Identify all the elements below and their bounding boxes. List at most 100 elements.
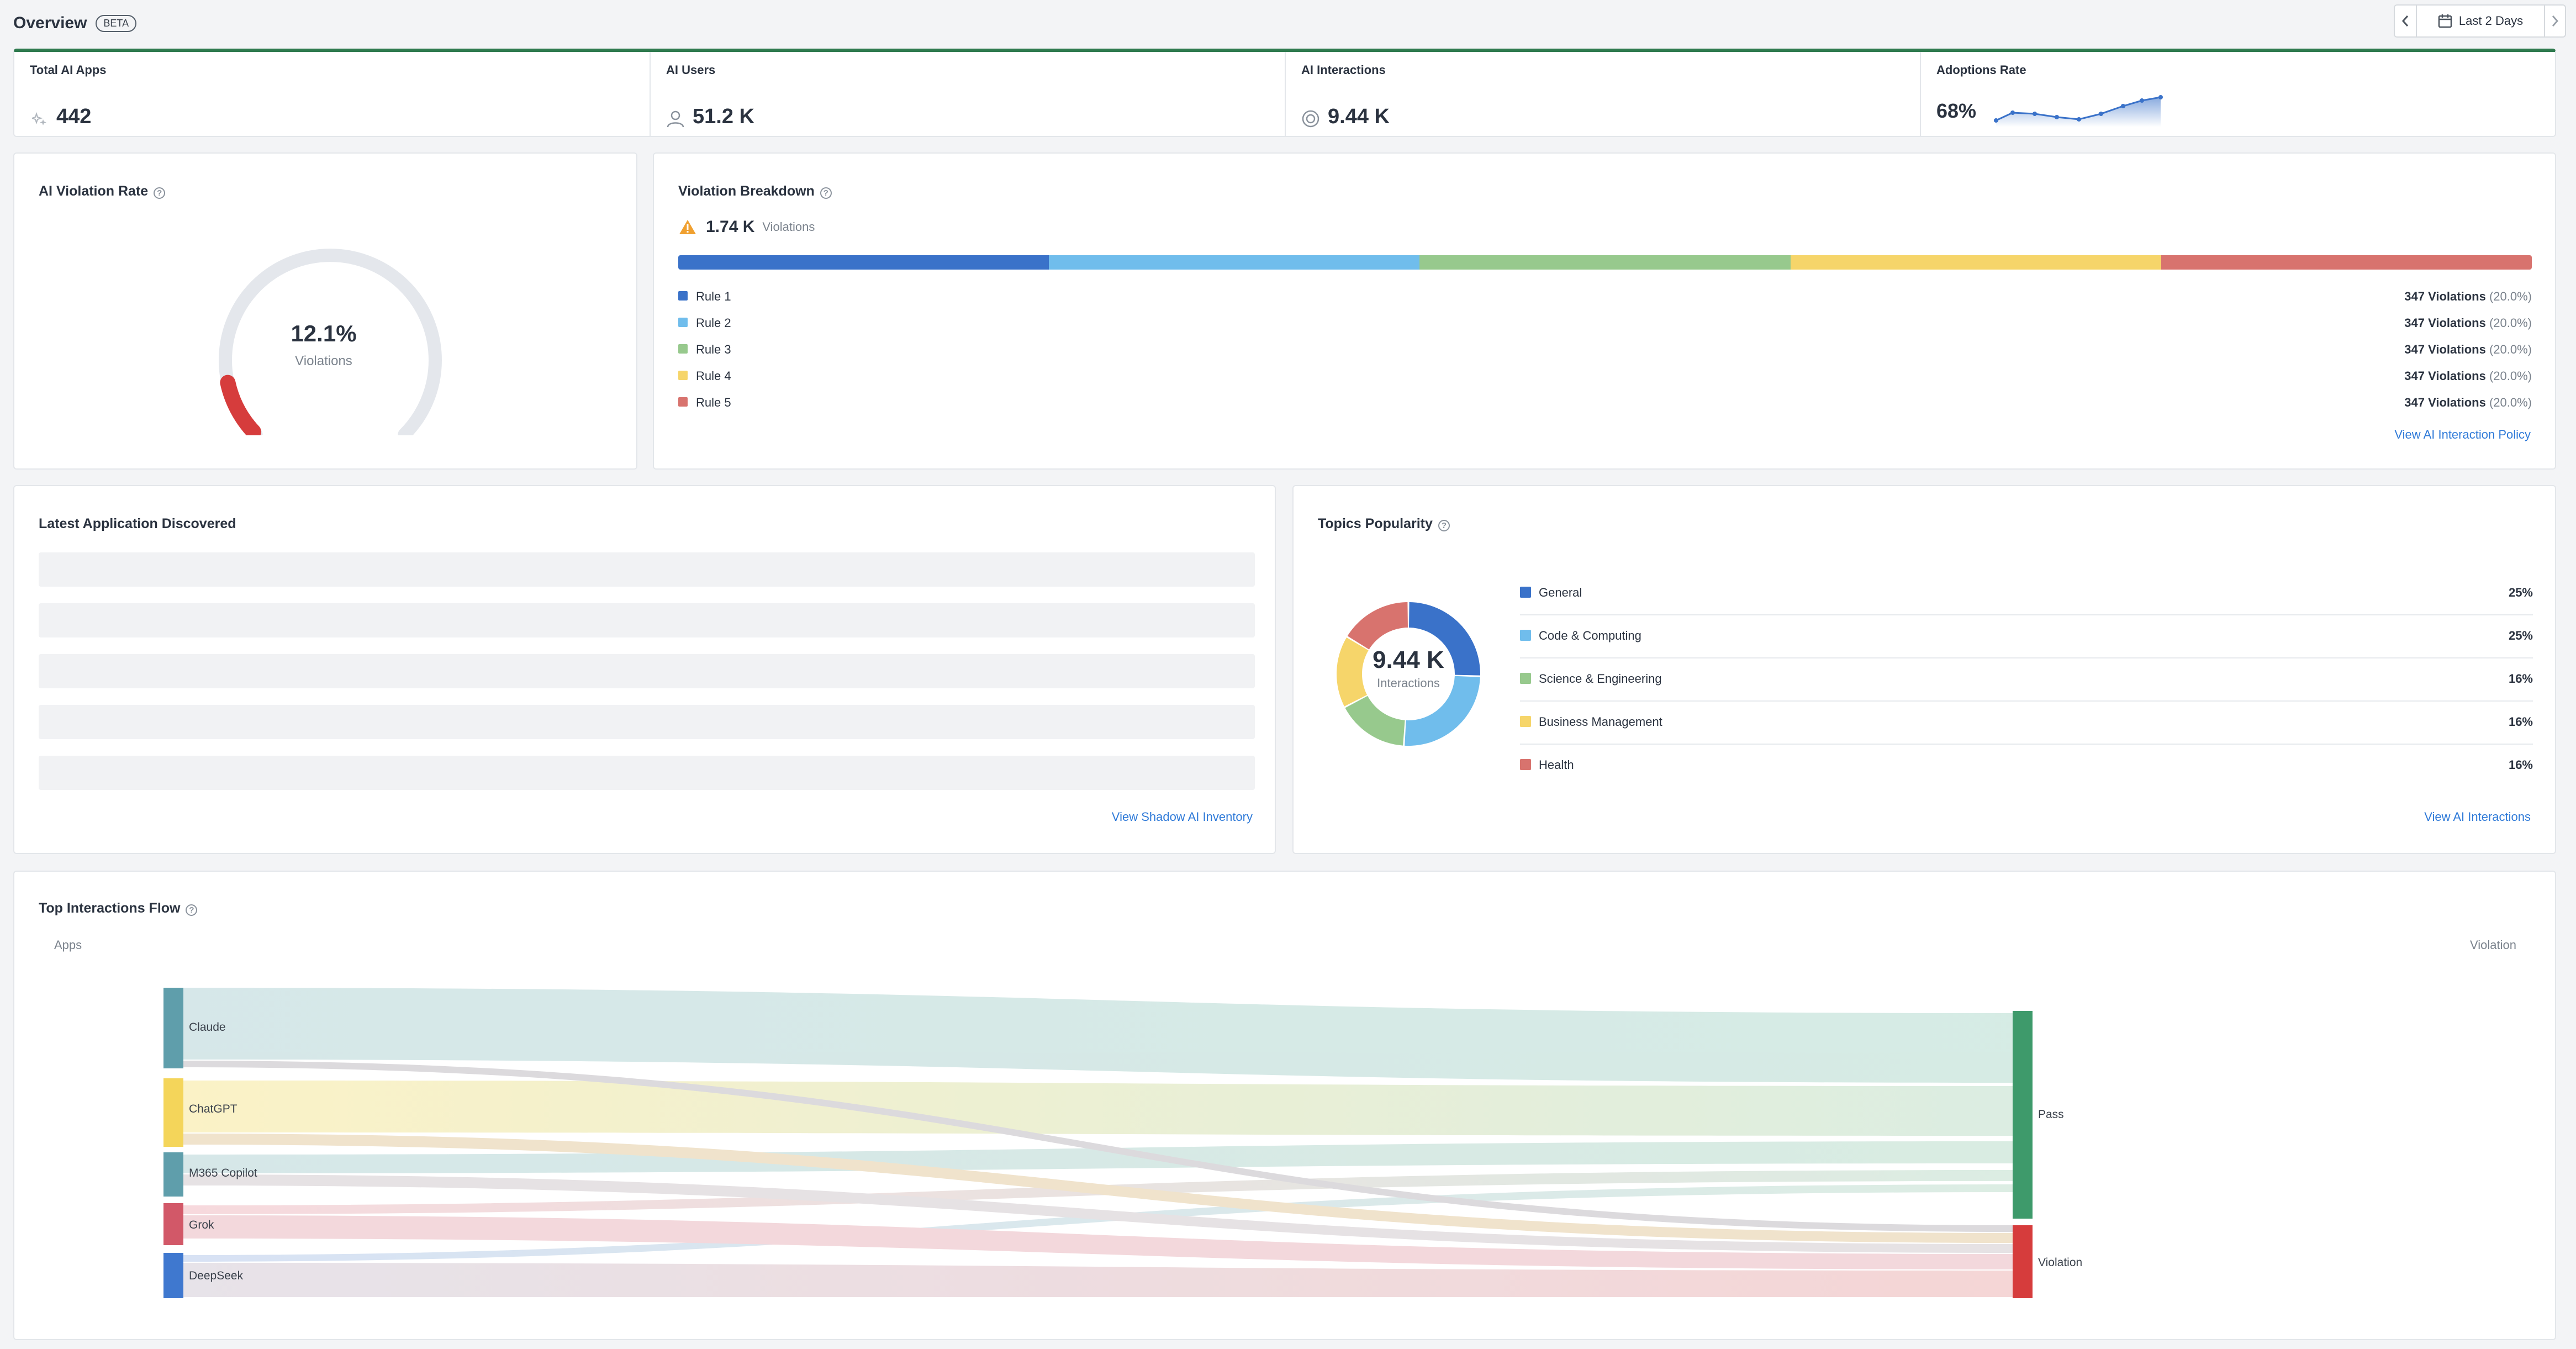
rule-count: 347 Violations: [2404, 369, 2486, 383]
flow-link[interactable]: [183, 988, 2013, 1083]
flow-link[interactable]: [183, 1215, 2013, 1269]
violation-breakdown-card: Violation Breakdown? 1.74 K Violations R…: [653, 152, 2556, 470]
donut-slice-1[interactable]: [1409, 602, 1480, 676]
rule-row[interactable]: Rule 4 347 Violations (20.0%): [678, 366, 2532, 392]
donut-slice-5[interactable]: [1347, 602, 1408, 650]
breakdown-segment-2[interactable]: [1049, 255, 1420, 270]
topic-name: Code & Computing: [1539, 629, 1641, 642]
view-policy-link[interactable]: View AI Interaction Policy: [2394, 428, 2531, 441]
donut-center-value: 9.44 K: [1373, 646, 1444, 673]
topic-row[interactable]: Health 16%: [1520, 745, 2533, 788]
donut-slice-3[interactable]: [1345, 695, 1405, 746]
flow-link[interactable]: [183, 1174, 2013, 1253]
topic-swatch: [1520, 587, 1531, 598]
donut-slice-2[interactable]: [1405, 676, 1480, 746]
rule-name: Rule 2: [696, 316, 731, 330]
flow-link[interactable]: [183, 1263, 2013, 1297]
stat-label: Total AI Apps: [30, 63, 107, 77]
flow-link[interactable]: [183, 1141, 2013, 1173]
stat-ai-users[interactable]: AI Users 51.2 K: [651, 52, 1286, 136]
breakdown-total: 1.74 K Violations: [678, 218, 815, 236]
loading-row: [39, 756, 1255, 790]
next-range-button[interactable]: [2545, 6, 2565, 36]
stat-value: 9.44 K: [1328, 105, 1390, 128]
gauge-caption: Violations: [295, 354, 352, 368]
topics-legend: General 25% Code & Computing 25% Science…: [1520, 572, 2533, 788]
stat-total-ai-apps[interactable]: Total AI Apps 442: [14, 52, 651, 136]
chevron-left-icon: [2401, 15, 2409, 27]
chevron-right-icon: [2552, 15, 2559, 27]
help-icon[interactable]: ?: [186, 904, 198, 916]
flow-header: Top Interactions Flow?: [39, 900, 198, 916]
topic-swatch: [1520, 759, 1531, 770]
card-title: Top Interactions Flow: [39, 900, 181, 916]
help-icon[interactable]: ?: [1438, 520, 1450, 532]
help-icon[interactable]: ?: [820, 187, 832, 199]
violation-gauge: [219, 249, 442, 435]
latest-apps-card: Latest Application Discovered View Shado…: [13, 485, 1276, 854]
topic-row[interactable]: General 25%: [1520, 572, 2533, 615]
help-icon[interactable]: ?: [154, 187, 166, 199]
topic-row[interactable]: Code & Computing 25%: [1520, 615, 2533, 658]
page-header: Overview BETA: [13, 11, 137, 35]
view-ai-interactions-link[interactable]: View AI Interactions: [2424, 810, 2531, 824]
node-label-pass: Pass: [2038, 1108, 2064, 1121]
stat-adoption-rate[interactable]: Adoptions Rate 68%: [1921, 52, 2556, 136]
beta-badge: BETA: [96, 14, 137, 32]
stat-value: 68%: [1936, 99, 1977, 122]
date-range-button[interactable]: Last 2 Days: [2417, 6, 2545, 36]
rule-name: Rule 4: [696, 369, 731, 383]
node-claude[interactable]: [163, 988, 183, 1068]
node-chatgpt[interactable]: [163, 1078, 183, 1147]
topic-swatch: [1520, 630, 1531, 641]
rule-row[interactable]: Rule 3 347 Violations (20.0%): [678, 339, 2532, 366]
rule-row[interactable]: Rule 5 347 Violations (20.0%): [678, 392, 2532, 419]
topic-row[interactable]: Business Management 16%: [1520, 702, 2533, 745]
donut-slice-4[interactable]: [1337, 637, 1369, 707]
warning-icon: [679, 220, 696, 234]
rule-list: Rule 1 347 Violations (20.0%) Rule 2 347…: [678, 286, 2532, 419]
stat-value: 51.2 K: [693, 105, 754, 128]
flow-link[interactable]: [183, 1061, 2013, 1232]
adoption-sparkline: [1994, 95, 2163, 127]
gauge-track: [219, 249, 442, 435]
rule-row[interactable]: Rule 2 347 Violations (20.0%): [678, 313, 2532, 339]
node-label-m365-copilot: M365 Copilot: [189, 1167, 257, 1179]
total-violations: 1.74 K: [706, 218, 755, 236]
rule-swatch: [678, 371, 688, 380]
topic-percent: 16%: [2508, 672, 2533, 686]
node-violation[interactable]: [2013, 1225, 2033, 1298]
stat-ai-interactions[interactable]: AI Interactions 9.44 K: [1286, 52, 1921, 136]
breakdown-segment-5[interactable]: [2161, 255, 2532, 270]
previous-range-button[interactable]: [2395, 6, 2417, 36]
card-title: Latest Application Discovered: [39, 516, 236, 531]
donut-center-caption: Interactions: [1377, 676, 1440, 690]
node-m365-copilot[interactable]: [163, 1152, 183, 1197]
topic-percent: 16%: [2508, 758, 2533, 772]
breakdown-segment-1[interactable]: [678, 255, 1049, 270]
topic-name: Health: [1539, 758, 1574, 772]
topic-row[interactable]: Science & Engineering 16%: [1520, 658, 2533, 702]
page-title: Overview: [13, 14, 87, 32]
topic-name: General: [1539, 586, 1582, 599]
flow-link[interactable]: [183, 1081, 2013, 1136]
violation-column-header: Violation: [2470, 938, 2516, 952]
node-deepseek[interactable]: [163, 1253, 183, 1298]
view-shadow-inventory-link[interactable]: View Shadow AI Inventory: [1111, 810, 1253, 824]
apps-column-header: Apps: [54, 938, 82, 952]
breakdown-segment-3[interactable]: [1419, 255, 1791, 270]
loading-row: [39, 603, 1255, 637]
flow-link[interactable]: [183, 1134, 2013, 1243]
node-label-deepseek: DeepSeek: [189, 1269, 244, 1282]
flow-link[interactable]: [183, 1184, 2013, 1262]
topics-card: Topics Popularity? 9.44 K Interactions G…: [1292, 485, 2556, 854]
topic-swatch: [1520, 716, 1531, 727]
topic-swatch: [1520, 673, 1531, 684]
rule-row[interactable]: Rule 1 347 Violations (20.0%): [678, 286, 2532, 313]
date-range-selector: Last 2 Days: [2394, 4, 2566, 38]
gauge-value: 12.1%: [291, 320, 357, 346]
topics-donut: [1337, 602, 1480, 746]
node-pass[interactable]: [2013, 1011, 2033, 1219]
node-grok[interactable]: [163, 1203, 183, 1245]
breakdown-segment-4[interactable]: [1790, 255, 2161, 270]
